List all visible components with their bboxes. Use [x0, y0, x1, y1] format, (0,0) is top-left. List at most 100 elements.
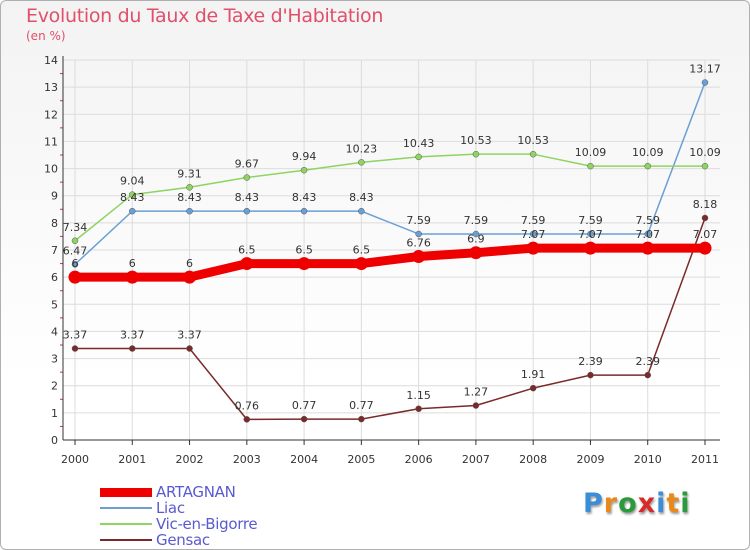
y-tick-label: 5 [51, 298, 58, 311]
brand-letter: t [666, 488, 681, 519]
data-point [129, 207, 136, 215]
data-label: 1.27 [464, 386, 489, 399]
y-tick-label: 0 [51, 434, 58, 447]
y-tick-label: 7 [51, 244, 58, 257]
data-label: 6.5 [353, 244, 371, 257]
data-label: 3.37 [177, 329, 202, 342]
legend-swatch [100, 539, 152, 541]
y-tick-label: 2 [51, 380, 58, 393]
data-point [183, 270, 197, 284]
data-label: 1.15 [406, 389, 431, 402]
legend-label: Vic-en-Bigorre [156, 515, 258, 533]
data-point [240, 257, 254, 271]
data-point [129, 191, 136, 198]
brand-letter: i [680, 488, 691, 519]
data-label: 7.34 [63, 221, 88, 234]
data-label: 3.37 [63, 329, 88, 342]
legend-swatch [100, 523, 152, 525]
brand-letter: x [637, 488, 657, 519]
data-label: 0.76 [235, 399, 260, 412]
data-point [358, 159, 365, 166]
data-point [472, 230, 480, 238]
data-point [587, 371, 594, 379]
x-tick-label: 2008 [519, 453, 547, 466]
data-label: 3.37 [120, 329, 145, 342]
data-point [644, 371, 651, 379]
x-tick-label: 2010 [634, 453, 662, 466]
y-tick-label: 1 [51, 407, 58, 420]
y-tick-label: 6 [51, 271, 58, 284]
x-tick-label: 2009 [576, 453, 604, 466]
data-point [186, 207, 193, 215]
data-point [526, 241, 540, 255]
data-point [701, 162, 709, 170]
data-label: 7.59 [521, 214, 546, 227]
x-tick-label: 2002 [176, 453, 204, 466]
data-point [68, 270, 82, 284]
x-tick-label: 2003 [233, 453, 261, 466]
brand-letter: i [656, 488, 667, 519]
data-label: 6.76 [406, 237, 431, 250]
data-label: 7.59 [578, 214, 603, 227]
data-point [641, 241, 655, 255]
data-label: 6 [72, 257, 79, 270]
brand-letter: r [603, 488, 619, 519]
legend-item: Vic-en-Bigorre [100, 515, 400, 533]
data-label: 7.07 [635, 228, 660, 241]
data-label: 10.43 [403, 137, 435, 150]
data-label: 0.77 [349, 399, 374, 412]
data-label: 6.5 [295, 244, 313, 257]
brand-letter: o [618, 488, 638, 519]
y-tick-label: 9 [51, 190, 58, 203]
data-point [529, 150, 537, 158]
data-point [412, 250, 426, 264]
data-point [300, 166, 308, 174]
y-tick-label: 4 [51, 325, 58, 338]
data-point [71, 261, 79, 268]
x-tick-label: 2006 [405, 453, 433, 466]
data-label: 13.17 [689, 63, 721, 76]
legend-label: Gensac [156, 531, 210, 549]
data-label: 2.39 [578, 355, 603, 368]
data-point [243, 416, 251, 423]
data-label: 9.04 [120, 175, 145, 188]
data-label: 7.07 [693, 228, 718, 241]
legend-item: ARTAGNAN [100, 483, 400, 501]
data-label: 9.67 [235, 158, 260, 171]
data-label: 7.07 [521, 228, 546, 241]
data-point [472, 150, 480, 158]
data-label: 6 [186, 257, 193, 270]
data-point [415, 153, 422, 161]
x-tick-label: 2011 [691, 453, 719, 466]
legend-swatch [100, 488, 152, 497]
data-point [243, 207, 251, 215]
legend-label: ARTAGNAN [156, 483, 236, 501]
data-point [583, 241, 597, 255]
data-label: 8.43 [349, 191, 374, 204]
data-point [469, 246, 483, 260]
data-label: 7.07 [578, 228, 603, 241]
data-label: 6 [129, 257, 136, 270]
data-label: 10.53 [460, 134, 492, 147]
data-label: 10.53 [517, 134, 549, 147]
data-label: 6.47 [63, 244, 88, 257]
legend-item: Liac [100, 499, 400, 517]
y-tick-label: 8 [51, 217, 58, 230]
data-point [415, 405, 422, 413]
data-point [701, 214, 709, 222]
data-label: 8.18 [693, 198, 718, 211]
data-point [129, 345, 136, 352]
data-point [644, 230, 651, 238]
data-label: 9.94 [292, 150, 317, 163]
data-point [71, 237, 79, 245]
y-tick-label: 13 [44, 81, 58, 94]
data-point [354, 257, 368, 271]
data-point [529, 384, 537, 392]
data-point [300, 415, 308, 423]
series-line-gensac [75, 217, 706, 421]
data-label: 9.31 [177, 167, 202, 180]
data-label: 6.5 [238, 244, 256, 257]
data-label: 1.91 [521, 368, 546, 381]
y-tick-label: 10 [44, 163, 58, 176]
data-label: 8.43 [235, 191, 260, 204]
